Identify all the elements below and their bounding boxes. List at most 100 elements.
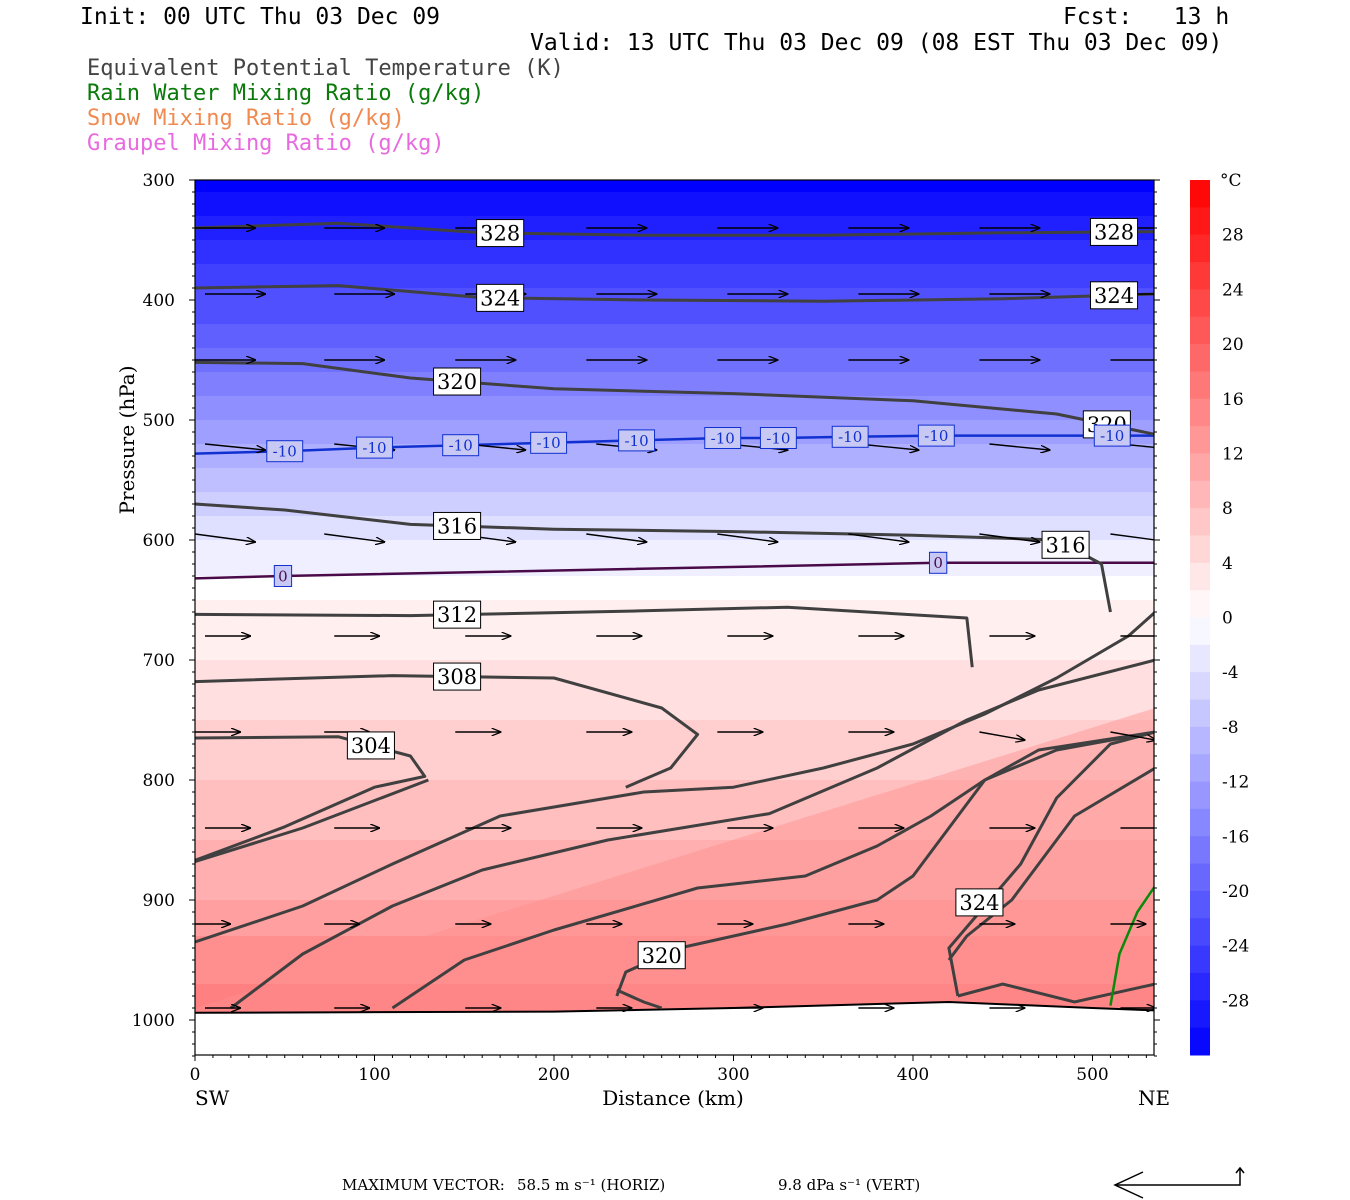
shading-band [195, 300, 1154, 313]
shading-band [195, 708, 1154, 721]
theta-e-label-316-box [433, 511, 482, 540]
colorbar-tick-label: 4 [1222, 554, 1233, 574]
shading-band [195, 840, 1154, 853]
colorbar-segment [1190, 672, 1210, 701]
reference-vector-arrowhead [1113, 1171, 1144, 1199]
isotherm-label-minus10: -10 [766, 429, 790, 447]
x-tick-label: 400 [897, 1065, 929, 1085]
colorbar-tick-label: -16 [1222, 827, 1249, 847]
colorbar-segment [1190, 234, 1210, 263]
isotherm-label-minus10-box [618, 429, 656, 452]
shading-band [195, 876, 1154, 889]
shading-band [195, 264, 1154, 277]
shading-band [195, 396, 1154, 409]
legend-theta-e: Equivalent Potential Temperature (K) [87, 56, 564, 81]
theta-e-contour-lower [195, 611, 1154, 944]
colorbar-segment [1190, 207, 1210, 236]
legend-snow: Snow Mixing Ratio (g/kg) [87, 106, 405, 131]
colorbar-segment [1190, 1000, 1210, 1029]
colorbar-tick-label: -4 [1222, 663, 1239, 683]
y-tick-label: 300 [143, 171, 175, 191]
shading-band [195, 720, 1154, 733]
theta-e-contour-lower [229, 658, 1154, 1010]
x-end-label-ne: NE [1138, 1086, 1170, 1110]
colorbar-tick-label: 0 [1222, 609, 1233, 629]
colorbar-segment [1190, 262, 1210, 290]
theta-e-contour-324-lower [947, 730, 1154, 997]
forecast-hour: Fcst: 13 h [1063, 4, 1230, 30]
max-vector-vert: 9.8 dPa s⁻¹ (VERT) [778, 1176, 921, 1194]
colorbar-segment [1190, 590, 1210, 618]
colorbar-segment [1190, 289, 1210, 318]
shading-band [195, 660, 1154, 673]
y-tick-label: 700 [143, 651, 175, 671]
shading-band [195, 216, 1154, 229]
isotherm-label-minus10: -10 [924, 427, 948, 445]
x-tick-label: 100 [358, 1065, 390, 1085]
colorbar-segment [1190, 836, 1210, 865]
theta-e-label-324-box [955, 888, 1004, 917]
shading-band [195, 324, 1154, 337]
isotherm-label-minus10: -10 [1100, 427, 1124, 445]
shading-band [195, 240, 1154, 253]
colorbar-segment [1190, 398, 1210, 427]
colorbar-segment [1190, 644, 1210, 673]
y-axis-label: Pressure (hPa) [115, 366, 139, 515]
theta-e-label-320: 320 [437, 370, 477, 394]
rain-water-contour [1109, 885, 1154, 1006]
warm-tongue-shading [195, 708, 1154, 1020]
shading-band [195, 900, 1154, 913]
theta-e-label-328: 328 [480, 222, 520, 246]
shading-band [195, 636, 1154, 649]
isotherm-label-minus10-box [356, 436, 393, 459]
shading-band [195, 768, 1154, 781]
shading-band [195, 624, 1154, 637]
theta-e-contour-lower [195, 778, 429, 864]
shading-band [195, 336, 1154, 349]
theta-e-label-320-box [433, 367, 482, 396]
shading-band [195, 384, 1154, 397]
theta-e-contour-320-base [616, 988, 663, 1010]
shading-band [195, 480, 1154, 493]
wind-vector [1110, 533, 1154, 541]
isotherm-label-minus10-box [530, 431, 568, 454]
colorbar-segment [1190, 180, 1210, 208]
isotherm-label-0-box [928, 551, 948, 574]
x-tick-label: 300 [717, 1065, 749, 1085]
shading-band [195, 804, 1154, 817]
shading-band [195, 420, 1154, 433]
shading-band [195, 648, 1154, 661]
x-tick-label: 500 [1076, 1065, 1108, 1085]
shading-band [195, 696, 1154, 709]
colorbar-segment [1190, 617, 1210, 646]
shading-band [195, 312, 1154, 325]
wind-vector [1110, 731, 1154, 740]
isotherm-label-minus10: -10 [624, 432, 648, 450]
shading-band [195, 372, 1154, 385]
theta-e-contour-324-base [957, 982, 1154, 1004]
colorbar-tick-label: 16 [1222, 390, 1244, 410]
y-tick-label: 900 [143, 891, 175, 911]
theta-e-label-324: 324 [480, 286, 520, 310]
shading-band [195, 588, 1154, 601]
theta-e-label-320-box [637, 941, 686, 970]
colorbar-segment [1190, 453, 1210, 482]
theta-e-label-304-box [346, 731, 395, 760]
colorbar-segment [1190, 754, 1210, 783]
theta-e-label-324: 324 [959, 891, 999, 915]
legend-rain-water: Rain Water Mixing Ratio (g/kg) [87, 81, 485, 106]
theta-e-label-308-box [433, 662, 482, 691]
shading-band [195, 912, 1154, 925]
theta-e-contour-lower [947, 767, 1154, 961]
colorbar-segment [1190, 426, 1210, 454]
y-tick-label: 400 [143, 291, 175, 311]
wind-vector [989, 443, 1049, 450]
theta-e-label-316: 316 [1046, 533, 1086, 557]
colorbar-segment [1190, 945, 1210, 974]
shading-band [195, 516, 1154, 529]
colorbar-tick-label: 12 [1222, 444, 1244, 464]
theta-e-contour-312 [195, 605, 974, 668]
theta-e-label-324: 324 [1094, 284, 1134, 308]
isotherm-label-minus10: -10 [537, 434, 561, 452]
